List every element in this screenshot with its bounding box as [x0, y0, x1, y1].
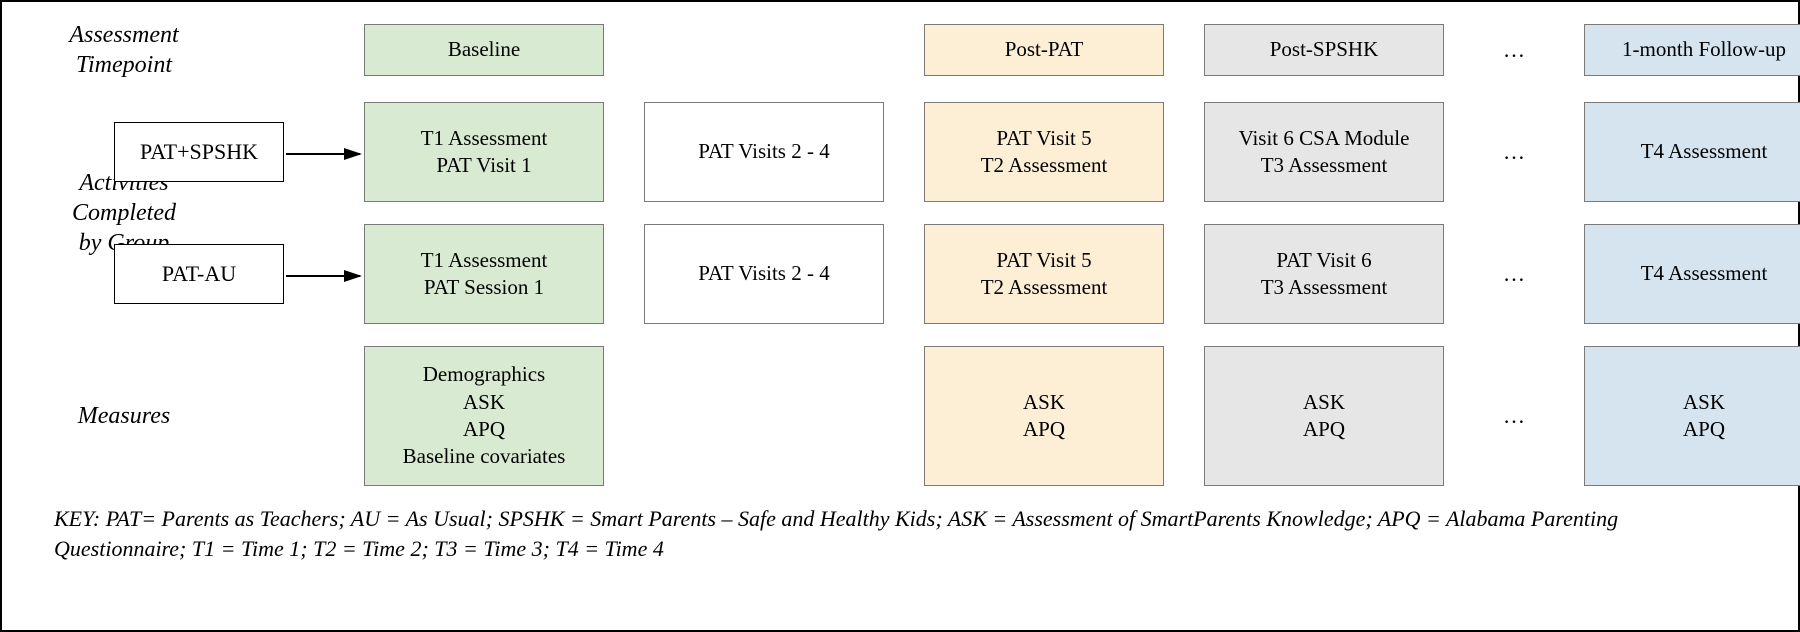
spacer [264, 20, 324, 80]
timepoint-post-spshk: Post-SPSHK [1204, 24, 1444, 76]
timepoint-baseline: Baseline [364, 24, 604, 76]
activity-g2-visits24: PAT Visits 2 - 4 [644, 224, 884, 324]
activity-g1-baseline: T1 Assessment PAT Visit 1 [364, 102, 604, 202]
spacer [264, 346, 324, 486]
key-legend: KEY: PAT= Parents as Teachers; AU = As U… [24, 504, 1776, 563]
arrow-icon [286, 139, 366, 169]
spacer [644, 346, 884, 486]
activity-g2-baseline: T1 Assessment PAT Session 1 [364, 224, 604, 324]
ellipsis: … [1484, 346, 1544, 486]
diagram-frame: Assessment Timepoint Baseline Post-PAT P… [0, 0, 1800, 632]
ellipsis: … [1484, 224, 1544, 324]
activity-g1-postpat: PAT Visit 5 T2 Assessment [924, 102, 1164, 202]
label-assessment-timepoint: Assessment Timepoint [24, 20, 224, 80]
measures-postpat: ASK APQ [924, 346, 1164, 486]
measures-postspshk: ASK APQ [1204, 346, 1444, 486]
activity-g2-postpat: PAT Visit 5 T2 Assessment [924, 224, 1164, 324]
group-pat-au: PAT-AU [114, 244, 284, 304]
measures-followup: ASK APQ [1584, 346, 1800, 486]
arrow-icon [286, 261, 366, 291]
label-measures: Measures [24, 346, 224, 486]
timepoint-followup: 1-month Follow-up [1584, 24, 1800, 76]
ellipsis: … [1484, 20, 1544, 80]
activity-g2-postspshk: PAT Visit 6 T3 Assessment [1204, 224, 1444, 324]
group-pat-spshk: PAT+SPSHK [114, 122, 284, 182]
activity-g1-followup: T4 Assessment [1584, 102, 1800, 202]
activity-g2-followup: T4 Assessment [1584, 224, 1800, 324]
measures-baseline: Demographics ASK APQ Baseline covariates [364, 346, 604, 486]
activity-g1-postspshk: Visit 6 CSA Module T3 Assessment [1204, 102, 1444, 202]
timepoint-post-pat: Post-PAT [924, 24, 1164, 76]
ellipsis: … [1484, 102, 1544, 202]
diagram-grid: Assessment Timepoint Baseline Post-PAT P… [24, 20, 1776, 486]
spacer [644, 20, 884, 80]
activity-g1-visits24: PAT Visits 2 - 4 [644, 102, 884, 202]
